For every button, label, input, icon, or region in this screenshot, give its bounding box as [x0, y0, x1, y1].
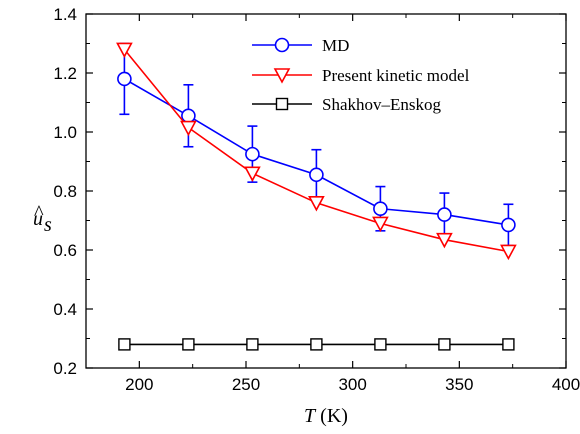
y-tick-label: 0.2: [53, 359, 77, 378]
legend-item: MD: [252, 36, 349, 55]
legend-label: MD: [322, 36, 349, 55]
x-tick-label: 350: [445, 375, 473, 394]
data-point: [117, 71, 132, 87]
data-point: [501, 217, 516, 233]
y-tick-label: 0.8: [53, 182, 77, 201]
x-tick-label: 400: [552, 375, 580, 394]
legend-marker: [274, 37, 290, 53]
data-point: [181, 108, 196, 124]
y-axis-hat: ^: [34, 202, 44, 224]
data-point: [372, 216, 389, 233]
legend: MD Present kinetic model Shakhov–Enskog: [252, 36, 470, 114]
data-point: [502, 338, 515, 351]
y-axis-subscript: s: [44, 214, 52, 236]
x-axis-unit: (K): [315, 405, 348, 427]
data-point: [310, 338, 323, 351]
data-point: [180, 120, 197, 137]
data-point: [437, 207, 452, 222]
data-point: [373, 201, 388, 216]
data-point: [436, 232, 453, 249]
data-point: [182, 338, 195, 351]
series-present-kinetic-model: [116, 42, 517, 261]
legend-item: Shakhov–Enskog: [252, 95, 442, 114]
y-tick-label: 1.0: [53, 123, 77, 142]
y-axis-variable: u: [33, 208, 43, 230]
legend-label: Present kinetic model: [322, 66, 470, 85]
y-tick-label: 1.2: [53, 64, 77, 83]
data-point: [374, 338, 387, 351]
y-tick-label: 0.6: [53, 241, 77, 260]
y-tick-label: 0.4: [53, 300, 77, 319]
data-point: [438, 338, 451, 351]
series-shakhov-enskog: [118, 338, 515, 351]
legend-marker: [273, 68, 291, 84]
x-tick-label: 250: [232, 375, 260, 394]
data-point: [245, 146, 260, 162]
data-point: [118, 338, 131, 351]
data-point: [308, 196, 325, 212]
legend-item: Present kinetic model: [252, 66, 470, 85]
x-tick-label: 300: [338, 375, 366, 394]
data-point: [309, 167, 324, 183]
data-point: [246, 338, 259, 351]
x-axis-label: T (K): [304, 405, 348, 427]
x-tick-label: 200: [125, 375, 153, 394]
x-axis-variable: T: [304, 405, 317, 427]
legend-marker: [275, 97, 289, 111]
y-axis-label: u ^ s: [33, 202, 52, 236]
data-point: [244, 166, 261, 182]
y-tick-label: 1.4: [53, 5, 77, 24]
data-point: [116, 42, 133, 59]
legend-label: Shakhov–Enskog: [322, 95, 442, 114]
data-point: [500, 244, 517, 261]
